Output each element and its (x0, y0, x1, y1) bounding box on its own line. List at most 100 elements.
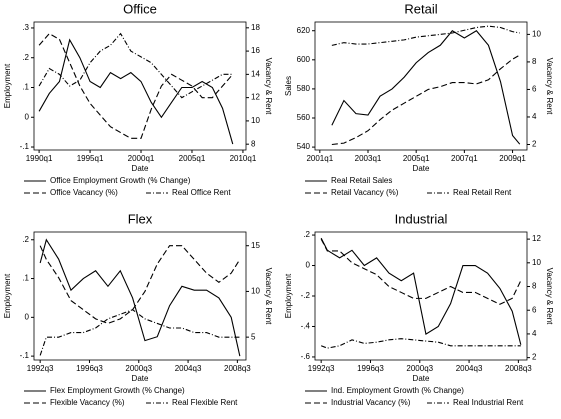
y-tick-label: -.6 (301, 352, 311, 361)
x-tick-label: 1992q3 (308, 364, 335, 373)
plot-frame (33, 231, 247, 361)
panel-title: Industrial (395, 211, 448, 226)
y-tick-label: -.1 (20, 142, 30, 151)
x-tick-label: 2000q1 (128, 154, 155, 163)
x-tick-label: 1995q1 (77, 154, 104, 163)
y2-axis-label: Vacancy & Rent (545, 268, 554, 326)
y2-tick-label: 15 (251, 241, 260, 250)
x-tick-label: 2003q1 (355, 154, 382, 163)
series-line (39, 238, 241, 357)
y-tick-label: 620 (297, 26, 311, 35)
y2-tick-label: 18 (251, 23, 260, 32)
y-tick-label: .2 (22, 53, 29, 62)
y2-tick-label: 10 (532, 258, 541, 267)
x-tick-label: 1996q3 (357, 364, 384, 373)
x-axis-label: Date (413, 164, 430, 173)
legend-label: Real Retail Sales (331, 176, 392, 185)
x-tick-label: 2010q1 (230, 154, 257, 163)
y-tick-label: .1 (22, 274, 29, 283)
y2-tick-label: 10 (251, 287, 260, 296)
y-axis-label: Employment (3, 273, 12, 318)
y2-tick-label: 2 (532, 140, 537, 149)
y2-tick-label: 4 (532, 329, 537, 338)
series-line (331, 54, 521, 146)
y2-tick-label: 12 (251, 93, 260, 102)
y-tick-label: -.1 (20, 351, 30, 360)
legend-label: Retail Vacancy (%) (331, 188, 399, 197)
y2-tick-label: 14 (251, 69, 260, 78)
y-tick-label: 560 (297, 113, 311, 122)
series-line (39, 309, 240, 356)
y2-axis-label: Vacancy & Rent (264, 268, 273, 326)
plot-frame (314, 21, 528, 151)
y-tick-label: -.2 (301, 291, 311, 300)
series-line (331, 25, 520, 46)
y2-tick-label: 5 (251, 332, 256, 341)
y2-tick-label: 8 (532, 57, 537, 66)
y-axis-label: Sales (284, 76, 293, 96)
x-axis-label: Date (132, 164, 149, 173)
y2-tick-label: 6 (532, 85, 537, 94)
y2-tick-label: 4 (532, 112, 537, 121)
y2-tick-label: 10 (251, 116, 260, 125)
x-tick-label: 1992q3 (27, 364, 54, 373)
series-line (331, 30, 521, 145)
y-axis-label: Employment (284, 273, 293, 318)
y-tick-label: 580 (297, 84, 311, 93)
y-tick-label: 0 (25, 112, 30, 121)
series-line (320, 237, 522, 345)
legend-label: Industrial Vacancy (%) (331, 398, 411, 407)
y2-axis-label: Vacancy & Rent (545, 58, 554, 116)
legend-label: Real Flexible Rent (172, 398, 238, 407)
x-tick-label: 2009q1 (499, 154, 526, 163)
x-tick-label: 2008q3 (505, 364, 532, 373)
legend-label: Office Vacancy (%) (50, 188, 118, 197)
legend-label: Real Office Rent (172, 188, 231, 197)
series-line (39, 245, 241, 325)
legend-label: Flex Employment Growth (% Change) (50, 386, 185, 395)
y-tick-label: 540 (297, 142, 311, 151)
x-tick-label: 2000q3 (125, 364, 152, 373)
y2-tick-label: 8 (251, 139, 256, 148)
series-line (320, 238, 522, 305)
x-tick-label: 2000q3 (406, 364, 433, 373)
y-tick-label: .2 (22, 235, 29, 244)
panel-title: Flex (128, 211, 153, 226)
series-line (38, 32, 233, 99)
y2-tick-label: 16 (251, 46, 260, 55)
x-tick-label: 1990q1 (26, 154, 53, 163)
x-tick-label: 2004q3 (175, 364, 202, 373)
x-tick-label: 2001q1 (306, 154, 333, 163)
y-tick-label: .3 (22, 23, 29, 32)
legend-label: Flexible Vacancy (%) (50, 398, 125, 407)
y2-tick-label: 2 (532, 353, 537, 362)
y-tick-label: -.4 (301, 322, 311, 331)
x-tick-label: 2008q3 (224, 364, 251, 373)
plot-frame (33, 21, 247, 151)
series-line (38, 32, 234, 139)
y2-tick-label: 8 (532, 282, 537, 291)
y-tick-label: .2 (303, 230, 310, 239)
panel-title: Retail (404, 1, 437, 16)
x-tick-label: 2004q3 (456, 364, 483, 373)
series-line (320, 338, 521, 349)
legend-label: Ind. Employment Growth (% Change) (331, 386, 464, 395)
y-tick-label: 600 (297, 55, 311, 64)
y-tick-label: 0 (306, 261, 311, 270)
y2-tick-label: 10 (532, 29, 541, 38)
legend-label: Real Industrial Rent (453, 398, 524, 407)
y2-tick-label: 6 (532, 305, 537, 314)
y-axis-label: Employment (3, 63, 12, 108)
series-line (38, 38, 234, 145)
y2-axis-label: Vacancy & Rent (264, 58, 273, 116)
x-tick-label: 2005q1 (403, 154, 430, 163)
legend-label: Real Retail Rent (453, 188, 512, 197)
y-tick-label: .1 (22, 83, 29, 92)
y2-tick-label: 12 (532, 234, 541, 243)
legend-label: Office Employment Growth (% Change) (50, 176, 191, 185)
x-tick-label: 2007q1 (451, 154, 478, 163)
x-axis-label: Date (132, 374, 149, 383)
x-axis-label: Date (413, 374, 430, 383)
panel-title: Office (123, 1, 157, 16)
